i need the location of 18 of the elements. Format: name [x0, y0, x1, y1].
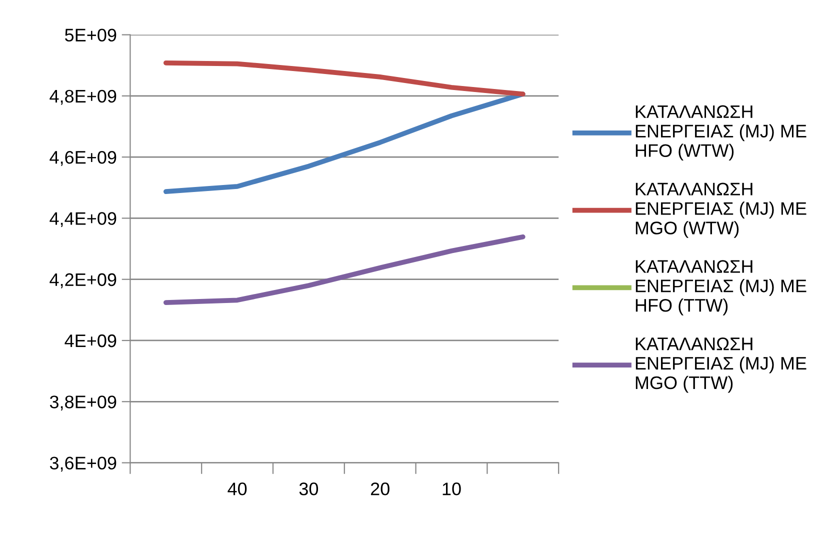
y-tick-label: 3,6E+09 [50, 456, 116, 472]
y-tick-label: 4E+09 [64, 334, 116, 348]
line-series [163, 234, 526, 306]
x-tick-label: 10 [442, 482, 461, 496]
y-tick-label: 5E+09 [65, 28, 116, 42]
x-tick-label: 40 [228, 482, 247, 496]
y-tick-label: 4,6E+09 [50, 150, 116, 166]
legend-label: ΚΑΤΑΛΑΝΩΣΗ ΕΝΕΡΓΕΙΑΣ (MJ) ΜΕ MGO (TTW) [636, 337, 806, 393]
y-tick-label: 3,8E+09 [50, 396, 116, 410]
y-tick-label: 4,4E+09 [50, 212, 116, 228]
legend-label: ΚΑΤΑΛΑΝΩΣΗ ΕΝΕΡΓΕΙΑΣ (MJ) ΜΕ HFO (WTW) [636, 105, 806, 161]
y-tick-label: 4,8E+09 [50, 90, 116, 105]
legend-label: ΚΑΤΑΛΑΝΩΣΗ ΕΝΕΡΓΕΙΑΣ (MJ) ΜΕ MGO (WTW) [636, 182, 806, 238]
legend-label: ΚΑΤΑΛΑΝΩΣΗ ΕΝΕΡΓΕΙΑΣ (MJ) ΜΕ HFO (TTW) [636, 260, 806, 316]
x-tick-label: 20 [370, 482, 390, 496]
y-tick-label: 4,2E+09 [50, 273, 116, 288]
x-tick-label: 30 [299, 482, 318, 496]
line-series [163, 60, 526, 97]
